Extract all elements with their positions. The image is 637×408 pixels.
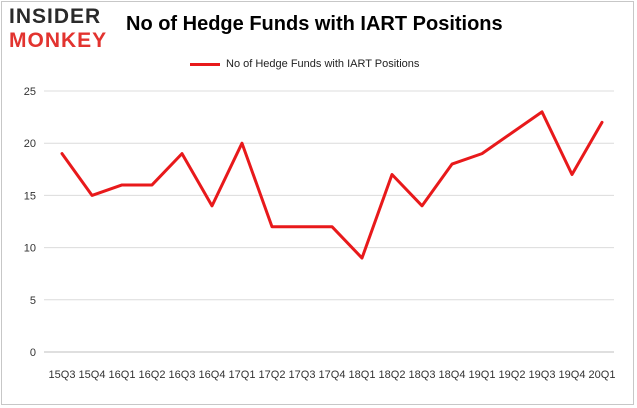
x-tick-label: 20Q1 (589, 369, 616, 381)
y-tick-label: 5 (30, 295, 36, 307)
y-tick-label: 0 (30, 347, 36, 359)
x-tick-label: 18Q2 (379, 369, 406, 381)
x-tick-label: 16Q4 (199, 369, 226, 381)
series-line (60, 110, 604, 260)
x-tick-label: 17Q2 (259, 369, 286, 381)
logo-text-top: INSIDER (9, 5, 102, 28)
x-tick-label: 18Q1 (349, 369, 376, 381)
x-tick-label: 19Q2 (499, 369, 526, 381)
x-tick-label: 15Q4 (79, 369, 106, 381)
legend-label: No of Hedge Funds with IART Positions (226, 58, 420, 70)
y-tick-label: 10 (24, 243, 36, 255)
x-tick-label: 17Q4 (319, 369, 346, 381)
insider-monkey-logo: INSIDER MONKEY (9, 6, 119, 54)
x-tick-label: 15Q3 (49, 369, 76, 381)
legend-line-swatch (190, 62, 220, 66)
logo-text-bottom: MONKEY (9, 29, 108, 52)
x-tick-label: 17Q3 (289, 369, 316, 381)
x-tick-label: 19Q4 (559, 369, 586, 381)
y-tick-label: 20 (24, 138, 36, 150)
x-tick-label: 16Q3 (169, 369, 196, 381)
x-tick-label: 16Q2 (139, 369, 166, 381)
x-tick-label: 18Q4 (439, 369, 466, 381)
x-tick-label: 19Q3 (529, 369, 556, 381)
chart-title: No of Hedge Funds with IART Positions (126, 13, 503, 35)
x-tick-label: 16Q1 (109, 369, 136, 381)
chart-legend: No of Hedge Funds with IART Positions (190, 56, 419, 72)
x-tick-label: 17Q1 (229, 369, 256, 381)
x-tick-label: 19Q1 (469, 369, 496, 381)
y-tick-label: 25 (24, 86, 36, 98)
x-tick-label: 18Q3 (409, 369, 436, 381)
y-tick-label: 15 (24, 190, 36, 202)
